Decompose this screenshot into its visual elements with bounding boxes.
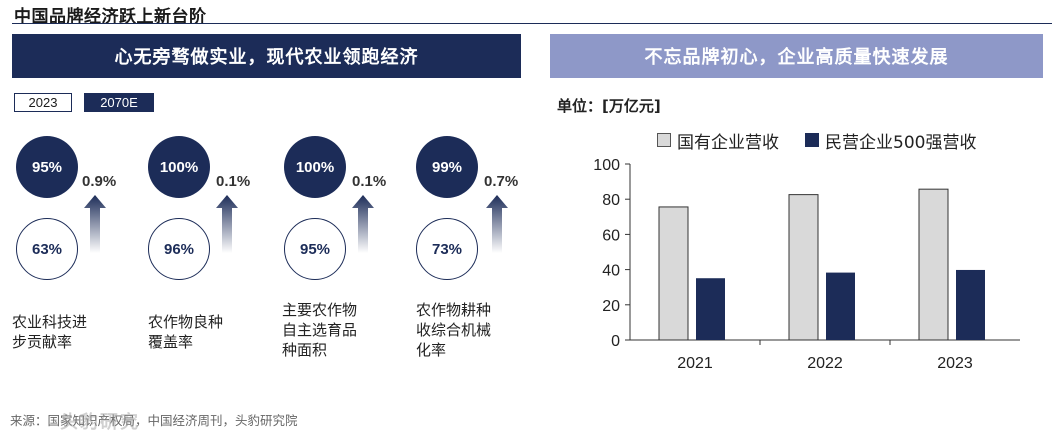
- circle-2070e: 99%: [416, 136, 478, 198]
- metric-mechanization: 99% 0.7% 73% 农作物耕种 收综合机械 化率: [416, 0, 548, 442]
- metric-label-line: 农业科技进: [12, 313, 88, 331]
- circle-2023: 96%: [148, 218, 210, 280]
- right-banner: 不忘品牌初心，企业高质量快速发展: [550, 34, 1043, 78]
- metric-self-bred-area: 100% 0.1% 95% 主要农作物 自主选育品 种面积: [282, 0, 414, 442]
- metric-label-line: 农作物良种: [148, 313, 224, 331]
- metric-seed-coverage: 100% 0.1% 96% 农作物良种 覆盖率: [148, 0, 278, 442]
- page-title: 中国品牌经济跃上新台阶: [14, 7, 207, 27]
- metric-label-line: 化率: [416, 341, 447, 359]
- legend-swatch-navy: [805, 133, 819, 147]
- metric-label-line: 自主选育品: [282, 321, 358, 339]
- metric-label-line: 种面积: [282, 341, 328, 359]
- bar-private-top500-2022: [826, 272, 855, 340]
- legend-2070e: 2070E: [84, 93, 154, 112]
- bar-state-owned-2022: [788, 194, 819, 341]
- y-tick-label: 0: [611, 333, 620, 350]
- metric-label: 主要农作物 自主选育品 种面积: [282, 300, 382, 360]
- delta-value: 0.9%: [82, 173, 117, 190]
- metric-label-line: 主要农作物: [282, 301, 358, 319]
- revenue-bar-chart: 0 20 40 60 80 100 2021 2022 2023: [593, 157, 1020, 372]
- bar-state-owned-2021: [658, 206, 689, 341]
- y-tick-label: 100: [593, 157, 620, 174]
- bar-state-owned-2023: [918, 188, 949, 341]
- up-arrow-icon: [486, 195, 508, 253]
- circle-2023: 95%: [284, 218, 346, 280]
- metric-label-line: 步贡献率: [12, 333, 73, 351]
- bar-private-top500-2021: [696, 278, 725, 340]
- up-arrow-icon: [84, 195, 106, 253]
- y-tick-label: 60: [602, 227, 620, 244]
- delta-value: 0.1%: [216, 173, 251, 190]
- up-arrow-icon: [216, 195, 238, 253]
- source-note: 来源：国家知识产权局，中国经济周刊，头豹研究院: [10, 413, 298, 428]
- unit-label: 单位：[万亿元]: [557, 97, 661, 115]
- chart-legend-series-1: 国有企业营收: [657, 127, 779, 153]
- metric-label-line: 覆盖率: [148, 333, 194, 351]
- y-tick-label: 40: [602, 263, 620, 280]
- x-tick-label: 2021: [677, 355, 713, 372]
- legend-label: 民营企业500强营收: [825, 132, 977, 153]
- circle-2023: 63%: [16, 218, 78, 280]
- up-arrow-icon: [352, 195, 374, 253]
- y-tick-label: 20: [602, 298, 620, 315]
- delta-value: 0.1%: [352, 173, 387, 190]
- legend-swatch-grey: [657, 133, 671, 147]
- metric-label-line: 收综合机械: [416, 321, 492, 339]
- delta-value: 0.7%: [484, 173, 519, 190]
- watermark: 头豹研究: [60, 412, 140, 433]
- legend-label: 国有企业营收: [677, 132, 779, 153]
- bar-private-top500-2023: [956, 269, 985, 340]
- metric-label: 农作物耕种 收综合机械 化率: [416, 300, 516, 360]
- metric-label: 农作物良种 覆盖率: [148, 312, 248, 352]
- metric-label: 农业科技进 步贡献率: [12, 312, 112, 352]
- x-tick-label: 2022: [807, 355, 843, 372]
- x-tick-label: 2023: [937, 355, 973, 372]
- chart-legend-series-2: 民营企业500强营收: [805, 127, 976, 153]
- circle-2070e: 100%: [148, 136, 210, 198]
- legend-2023: 2023: [14, 93, 72, 112]
- title-rule: [12, 23, 1052, 24]
- circle-2023: 73%: [416, 218, 478, 280]
- circle-2070e: 95%: [16, 136, 78, 198]
- metric-tech-contribution: 95% 0.9% 63% 农业科技进 步贡献率: [12, 0, 144, 442]
- left-banner: 心无旁骛做实业，现代农业领跑经济: [12, 34, 521, 78]
- metric-label-line: 农作物耕种: [416, 301, 492, 319]
- y-tick-label: 80: [602, 192, 620, 209]
- circle-2070e: 100%: [284, 136, 346, 198]
